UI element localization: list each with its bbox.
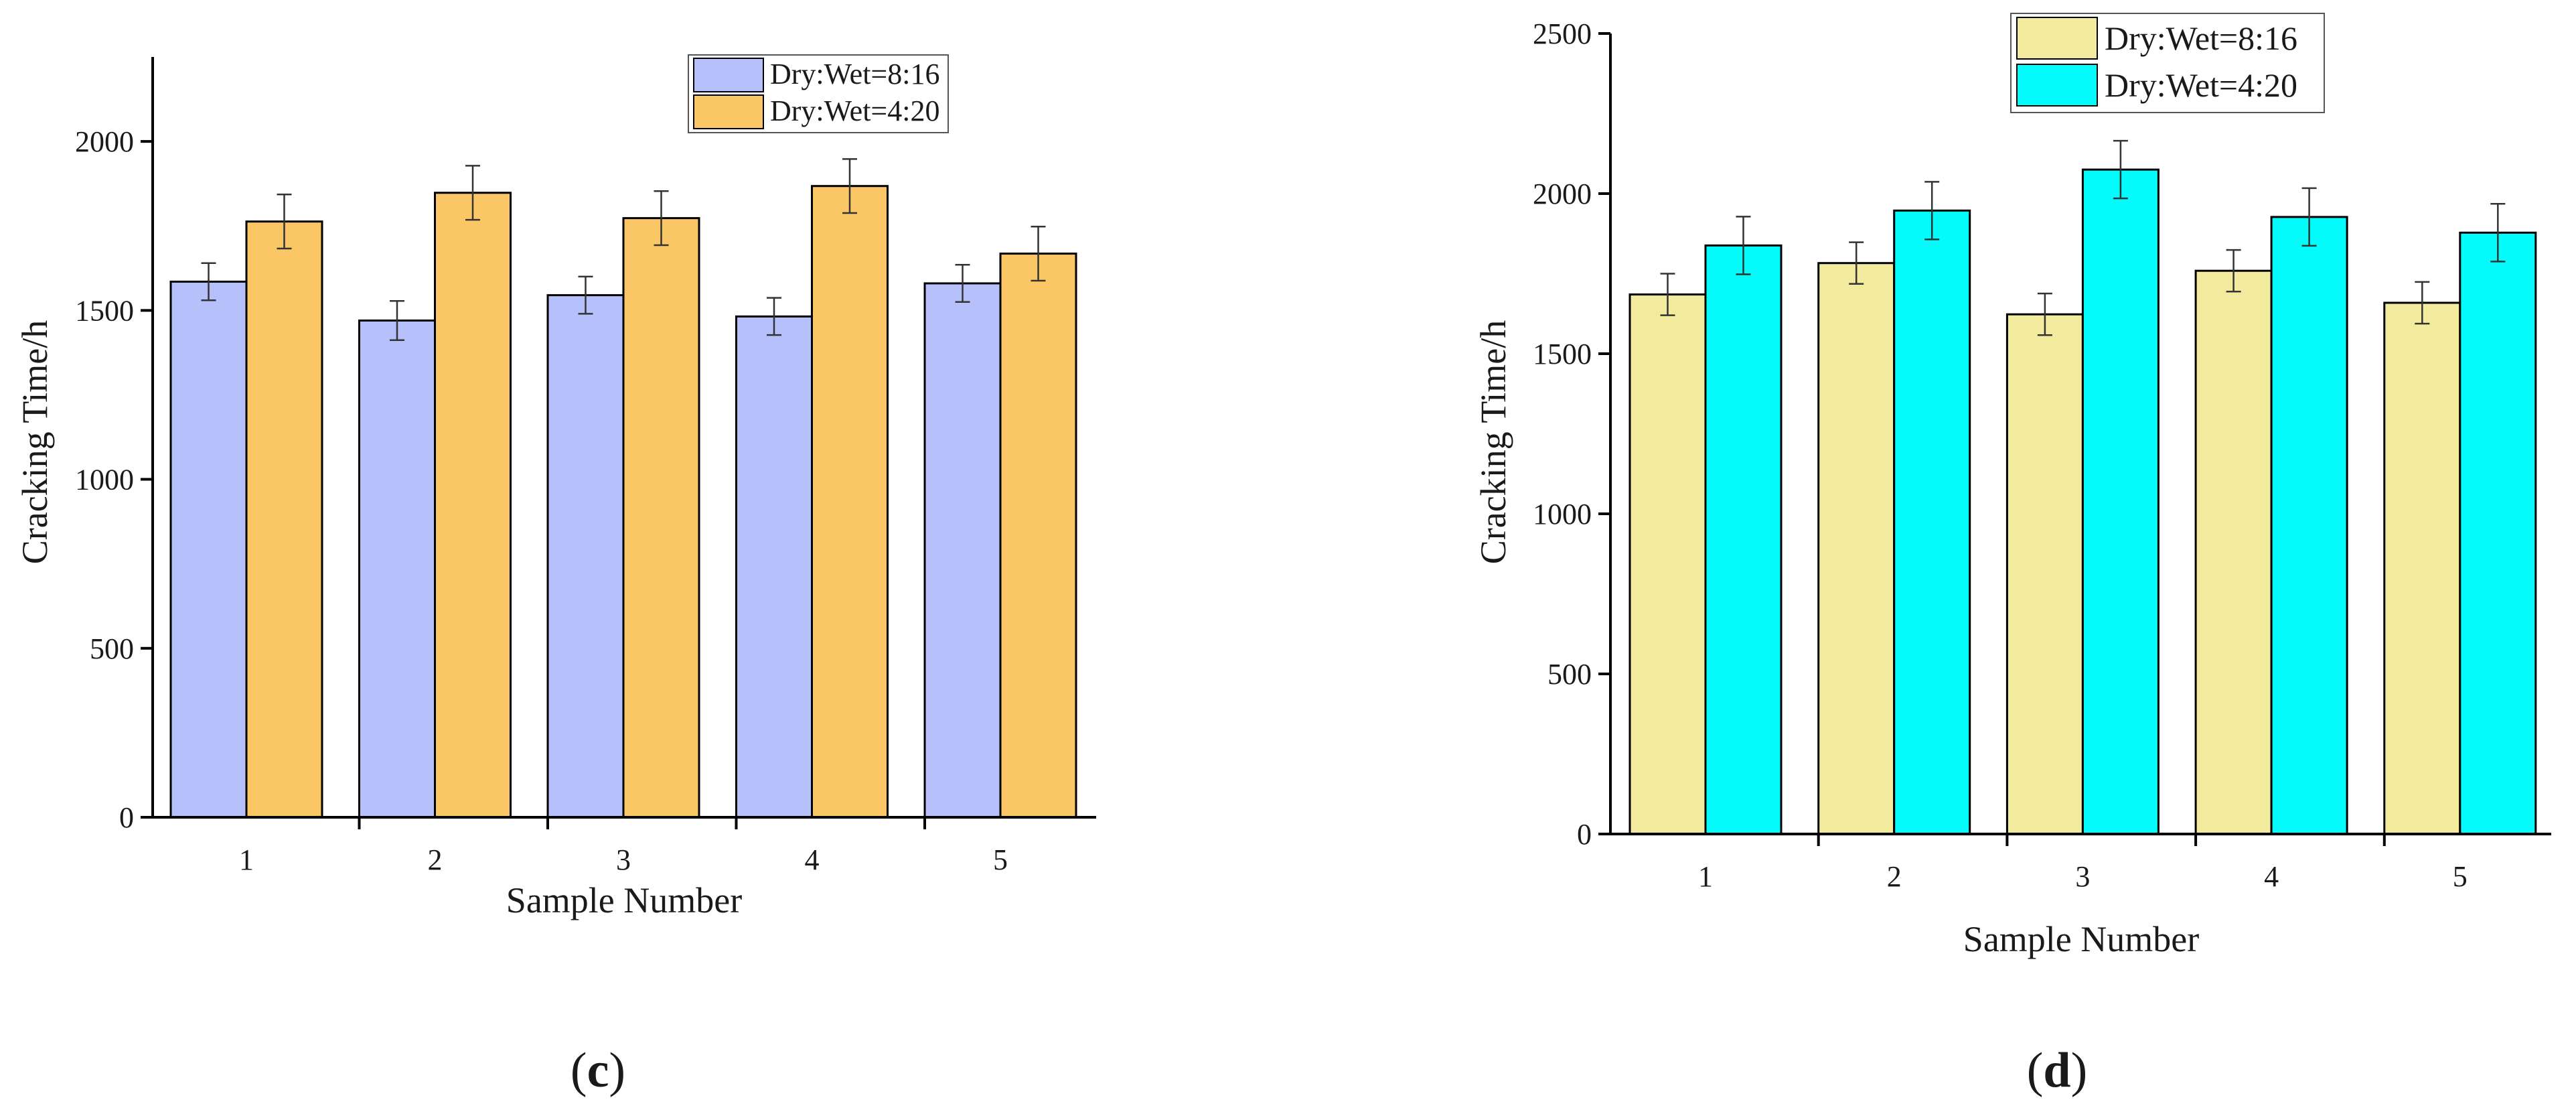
- legend-swatch-c-1: [693, 58, 764, 92]
- panel-label-d: (d): [2027, 1043, 2087, 1098]
- bar-s1-1: [1628, 293, 1707, 835]
- error-bar-s2-3: [654, 190, 669, 247]
- y-tick-label-0: 0: [119, 801, 134, 834]
- bar-s1-5: [923, 282, 1002, 819]
- bar-s1-2: [358, 319, 436, 819]
- y-axis-label-d: Cracking Time/h: [1473, 320, 1513, 565]
- bar-s2-3: [622, 217, 700, 819]
- x-tick-label-2: 2: [1887, 860, 1902, 893]
- x-tick-label-1: 1: [1698, 860, 1713, 893]
- error-bar-s1-2: [1849, 241, 1864, 285]
- error-bar-s2-2: [1924, 181, 1940, 240]
- x-tick-label-3: 3: [2075, 860, 2090, 893]
- error-bar-s2-4: [842, 158, 857, 214]
- legend-label-c-1: Dry:Wet=8:16: [770, 58, 939, 90]
- x-tick-label-3: 3: [616, 843, 631, 876]
- y-tick-label-1: 500: [1547, 658, 1592, 691]
- legend-c: Dry:Wet=8:16 Dry:Wet=4:20: [688, 54, 949, 133]
- error-bar-s2-1: [1736, 216, 1751, 275]
- error-bar-s2-3: [2113, 139, 2128, 200]
- legend-d: Dry:Wet=8:16 Dry:Wet=4:20: [2010, 13, 2325, 113]
- y-ticks-d: 0 500 1000 1500 2000 2500: [1533, 17, 1610, 851]
- bars-c: [169, 185, 1077, 819]
- error-bar-s1-4: [767, 297, 781, 336]
- x-tick-label-5: 5: [993, 843, 1008, 876]
- error-bar-s1-5: [2415, 281, 2430, 325]
- y-tick-label-4: 2000: [1533, 178, 1592, 210]
- x-ticks-d: 1 2 3 4 5: [1698, 834, 2468, 893]
- bar-s1-5: [2383, 301, 2461, 835]
- y-tick-label-0: 0: [1577, 818, 1592, 851]
- bar-s2-3: [2081, 168, 2160, 835]
- bar-s2-4: [811, 185, 889, 819]
- bar-s1-1: [169, 280, 248, 819]
- y-tick-label-4: 2000: [75, 125, 134, 158]
- error-bar-s2-5: [1031, 225, 1046, 282]
- error-bar-s2-1: [277, 194, 292, 250]
- error-bar-s2-2: [465, 165, 480, 221]
- y-tick-label-5: 2500: [1533, 17, 1592, 50]
- legend-label-d-1: Dry:Wet=8:16: [2105, 19, 2297, 57]
- bar-s2-2: [434, 192, 512, 819]
- bar-s2-1: [1704, 244, 1783, 835]
- x-tick-label-5: 5: [2453, 860, 2468, 893]
- bar-s1-4: [2194, 269, 2273, 835]
- y-tick-label-3: 1500: [75, 294, 134, 327]
- x-tick-label-1: 1: [239, 843, 254, 876]
- chart-panel-c: 0 500 1000 1500 2000 1 2 3 4 5 Cracking Time/h S…: [15, 54, 1096, 1098]
- x-tick-label-2: 2: [428, 843, 443, 876]
- bar-s2-2: [1893, 209, 1971, 835]
- legend-label-d-2: Dry:Wet=4:20: [2105, 66, 2297, 104]
- error-bars-d: [1660, 139, 2506, 336]
- error-bars-c: [201, 158, 1046, 341]
- bars-d: [1628, 168, 2537, 835]
- error-bar-s1-2: [390, 299, 404, 341]
- bar-s1-3: [546, 294, 625, 819]
- error-bar-s2-4: [2301, 187, 2317, 247]
- y-tick-label-1: 500: [90, 632, 134, 665]
- y-axis-label-c: Cracking Time/h: [15, 320, 55, 565]
- y-tick-label-2: 1000: [75, 464, 134, 496]
- error-bar-s1-1: [201, 262, 216, 301]
- error-bar-s1-5: [955, 263, 970, 303]
- bar-s2-1: [245, 220, 323, 819]
- x-ticks-c: 1 2 3 4 5: [239, 817, 1008, 876]
- bar-s1-4: [735, 315, 813, 819]
- legend-swatch-c-2: [693, 94, 764, 129]
- x-tick-label-4: 4: [805, 843, 820, 876]
- error-bar-s1-3: [2037, 292, 2052, 336]
- panel-label-c: (c): [571, 1043, 625, 1098]
- bar-s1-3: [2005, 313, 2084, 835]
- bar-s2-5: [999, 253, 1077, 819]
- bar-s1-2: [1817, 262, 1896, 835]
- x-tick-label-4: 4: [2264, 860, 2279, 893]
- bar-s2-5: [2459, 231, 2537, 835]
- legend-swatch-d-1: [2016, 17, 2098, 60]
- x-axis-label-d: Sample Number: [1963, 919, 2199, 959]
- chart-panel-d: 0 500 1000 1500 2000 2500 1 2 3 4 5 Cracking Time…: [1473, 13, 2551, 1098]
- error-bar-s1-4: [2226, 249, 2241, 293]
- bar-s2-4: [2270, 216, 2348, 835]
- y-ticks-c: 0 500 1000 1500 2000: [75, 125, 153, 834]
- x-axis-label-c: Sample Number: [506, 880, 742, 920]
- legend-label-c-2: Dry:Wet=4:20: [770, 94, 939, 127]
- error-bar-s1-3: [578, 275, 593, 315]
- y-tick-label-2: 1000: [1533, 498, 1592, 531]
- error-bar-s1-1: [1660, 273, 1675, 316]
- error-bar-s2-5: [2490, 203, 2506, 263]
- y-tick-label-3: 1500: [1533, 338, 1592, 370]
- legend-swatch-d-2: [2016, 64, 2098, 107]
